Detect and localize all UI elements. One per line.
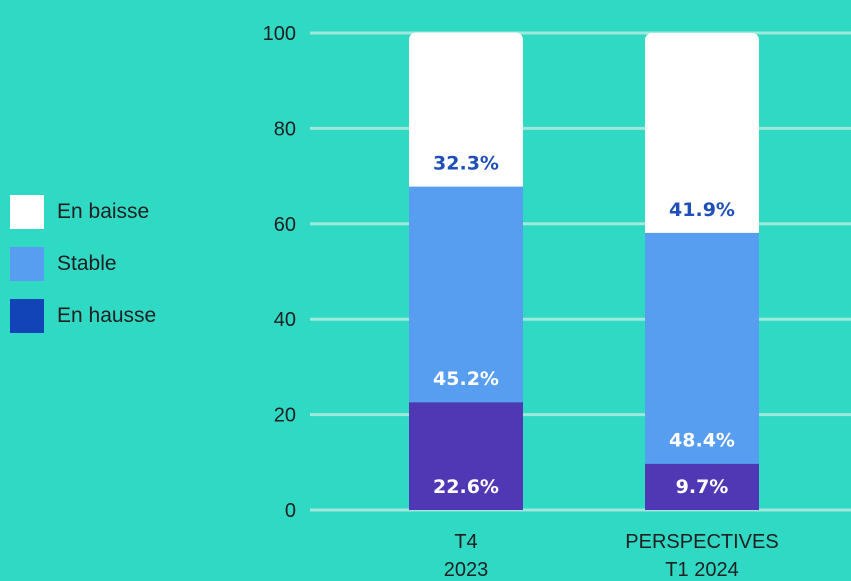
bar-group-0 <box>409 32 523 510</box>
legend-swatch-en-baisse <box>10 194 44 229</box>
y-tick-label-100: 100 <box>263 23 296 45</box>
data-label-en-hausse-0: 22.6% <box>433 476 499 498</box>
y-tick-label-80: 80 <box>274 118 296 140</box>
x-tick-label-1-line-0: PERSPECTIVES <box>625 531 778 553</box>
bar-segment-stable-0 <box>409 186 523 403</box>
legend-item-en-hausse: En hausse <box>10 298 156 333</box>
y-axis: 0 20 40 60 80 100 <box>263 23 296 522</box>
bar-segment-en-baisse-0 <box>409 32 523 187</box>
data-label-en-baisse-1: 41.9% <box>669 199 735 221</box>
x-axis: T4 2023 PERSPECTIVES T1 2024 <box>444 531 779 581</box>
legend-item-stable: Stable <box>10 246 156 281</box>
legend-label-stable: Stable <box>57 251 117 275</box>
legend-label-en-hausse: En hausse <box>57 303 157 327</box>
gridlines <box>310 31 851 512</box>
legend-swatch-stable <box>10 246 44 281</box>
bar-segment-en-hausse-1 <box>645 463 759 510</box>
y-tick-label-0: 0 <box>285 500 296 522</box>
y-tick-label-20: 20 <box>274 405 296 427</box>
bars: 22.6% 45.2% 32.3% 9.7% 48.4% 41.9% <box>409 32 759 510</box>
legend-swatch-en-hausse <box>10 298 44 333</box>
legend: En baisse Stable En hausse <box>10 194 156 350</box>
bar-segment-en-hausse-0 <box>409 402 523 510</box>
data-label-stable-1: 48.4% <box>669 430 735 452</box>
x-tick-label-0-line-0: T4 <box>454 531 477 553</box>
bar-segment-en-baisse-1 <box>645 33 759 233</box>
bar-segment-stable-1 <box>645 232 759 464</box>
y-tick-label-40: 40 <box>274 309 296 331</box>
data-label-en-baisse-0: 32.3% <box>433 153 499 175</box>
y-tick-label-60: 60 <box>274 214 296 236</box>
bar-group-1 <box>645 33 759 510</box>
legend-label-en-baisse: En baisse <box>57 199 150 223</box>
x-tick-label-1-line-1: T1 2024 <box>665 559 738 581</box>
data-label-stable-0: 45.2% <box>433 368 499 390</box>
x-tick-label-0-line-1: 2023 <box>444 559 489 581</box>
legend-item-en-baisse: En baisse <box>10 194 156 229</box>
data-label-en-hausse-1: 9.7% <box>676 476 729 498</box>
